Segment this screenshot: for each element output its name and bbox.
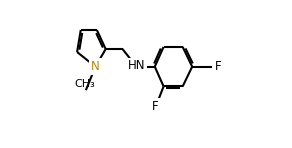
Text: F: F xyxy=(152,100,159,113)
Text: N: N xyxy=(91,60,100,73)
Text: CH₃: CH₃ xyxy=(74,79,95,89)
Text: HN: HN xyxy=(128,59,145,72)
Text: F: F xyxy=(215,60,222,73)
